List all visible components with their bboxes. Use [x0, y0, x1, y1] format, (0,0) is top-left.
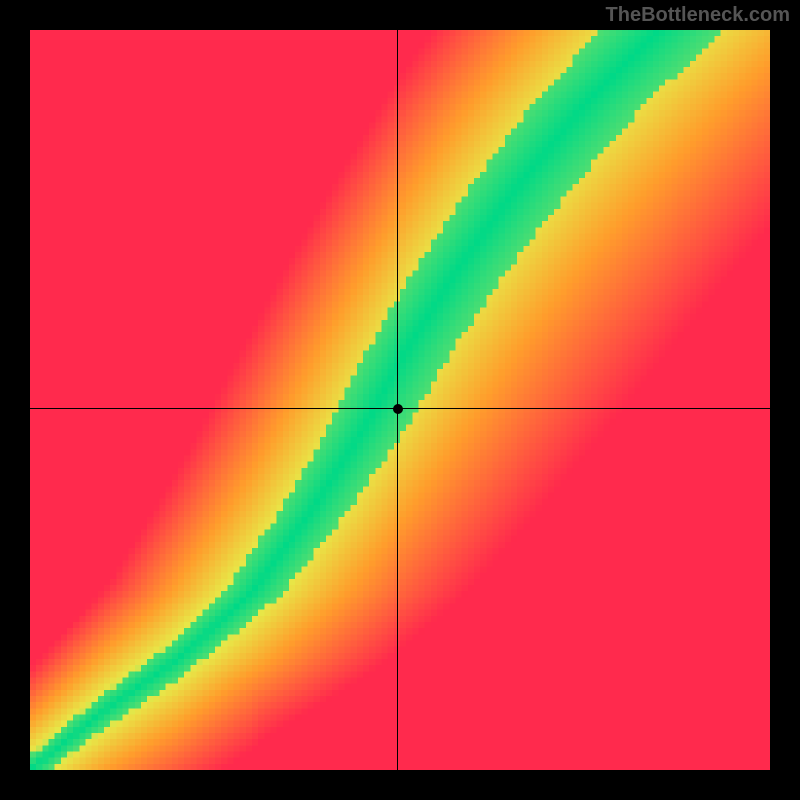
- data-point: [393, 404, 403, 414]
- watermark-text: TheBottleneck.com: [606, 4, 790, 27]
- plot-frame: [0, 0, 800, 800]
- chart-container: TheBottleneck.com: [0, 0, 800, 800]
- crosshair-vertical: [397, 30, 398, 770]
- heatmap-canvas: [30, 30, 770, 770]
